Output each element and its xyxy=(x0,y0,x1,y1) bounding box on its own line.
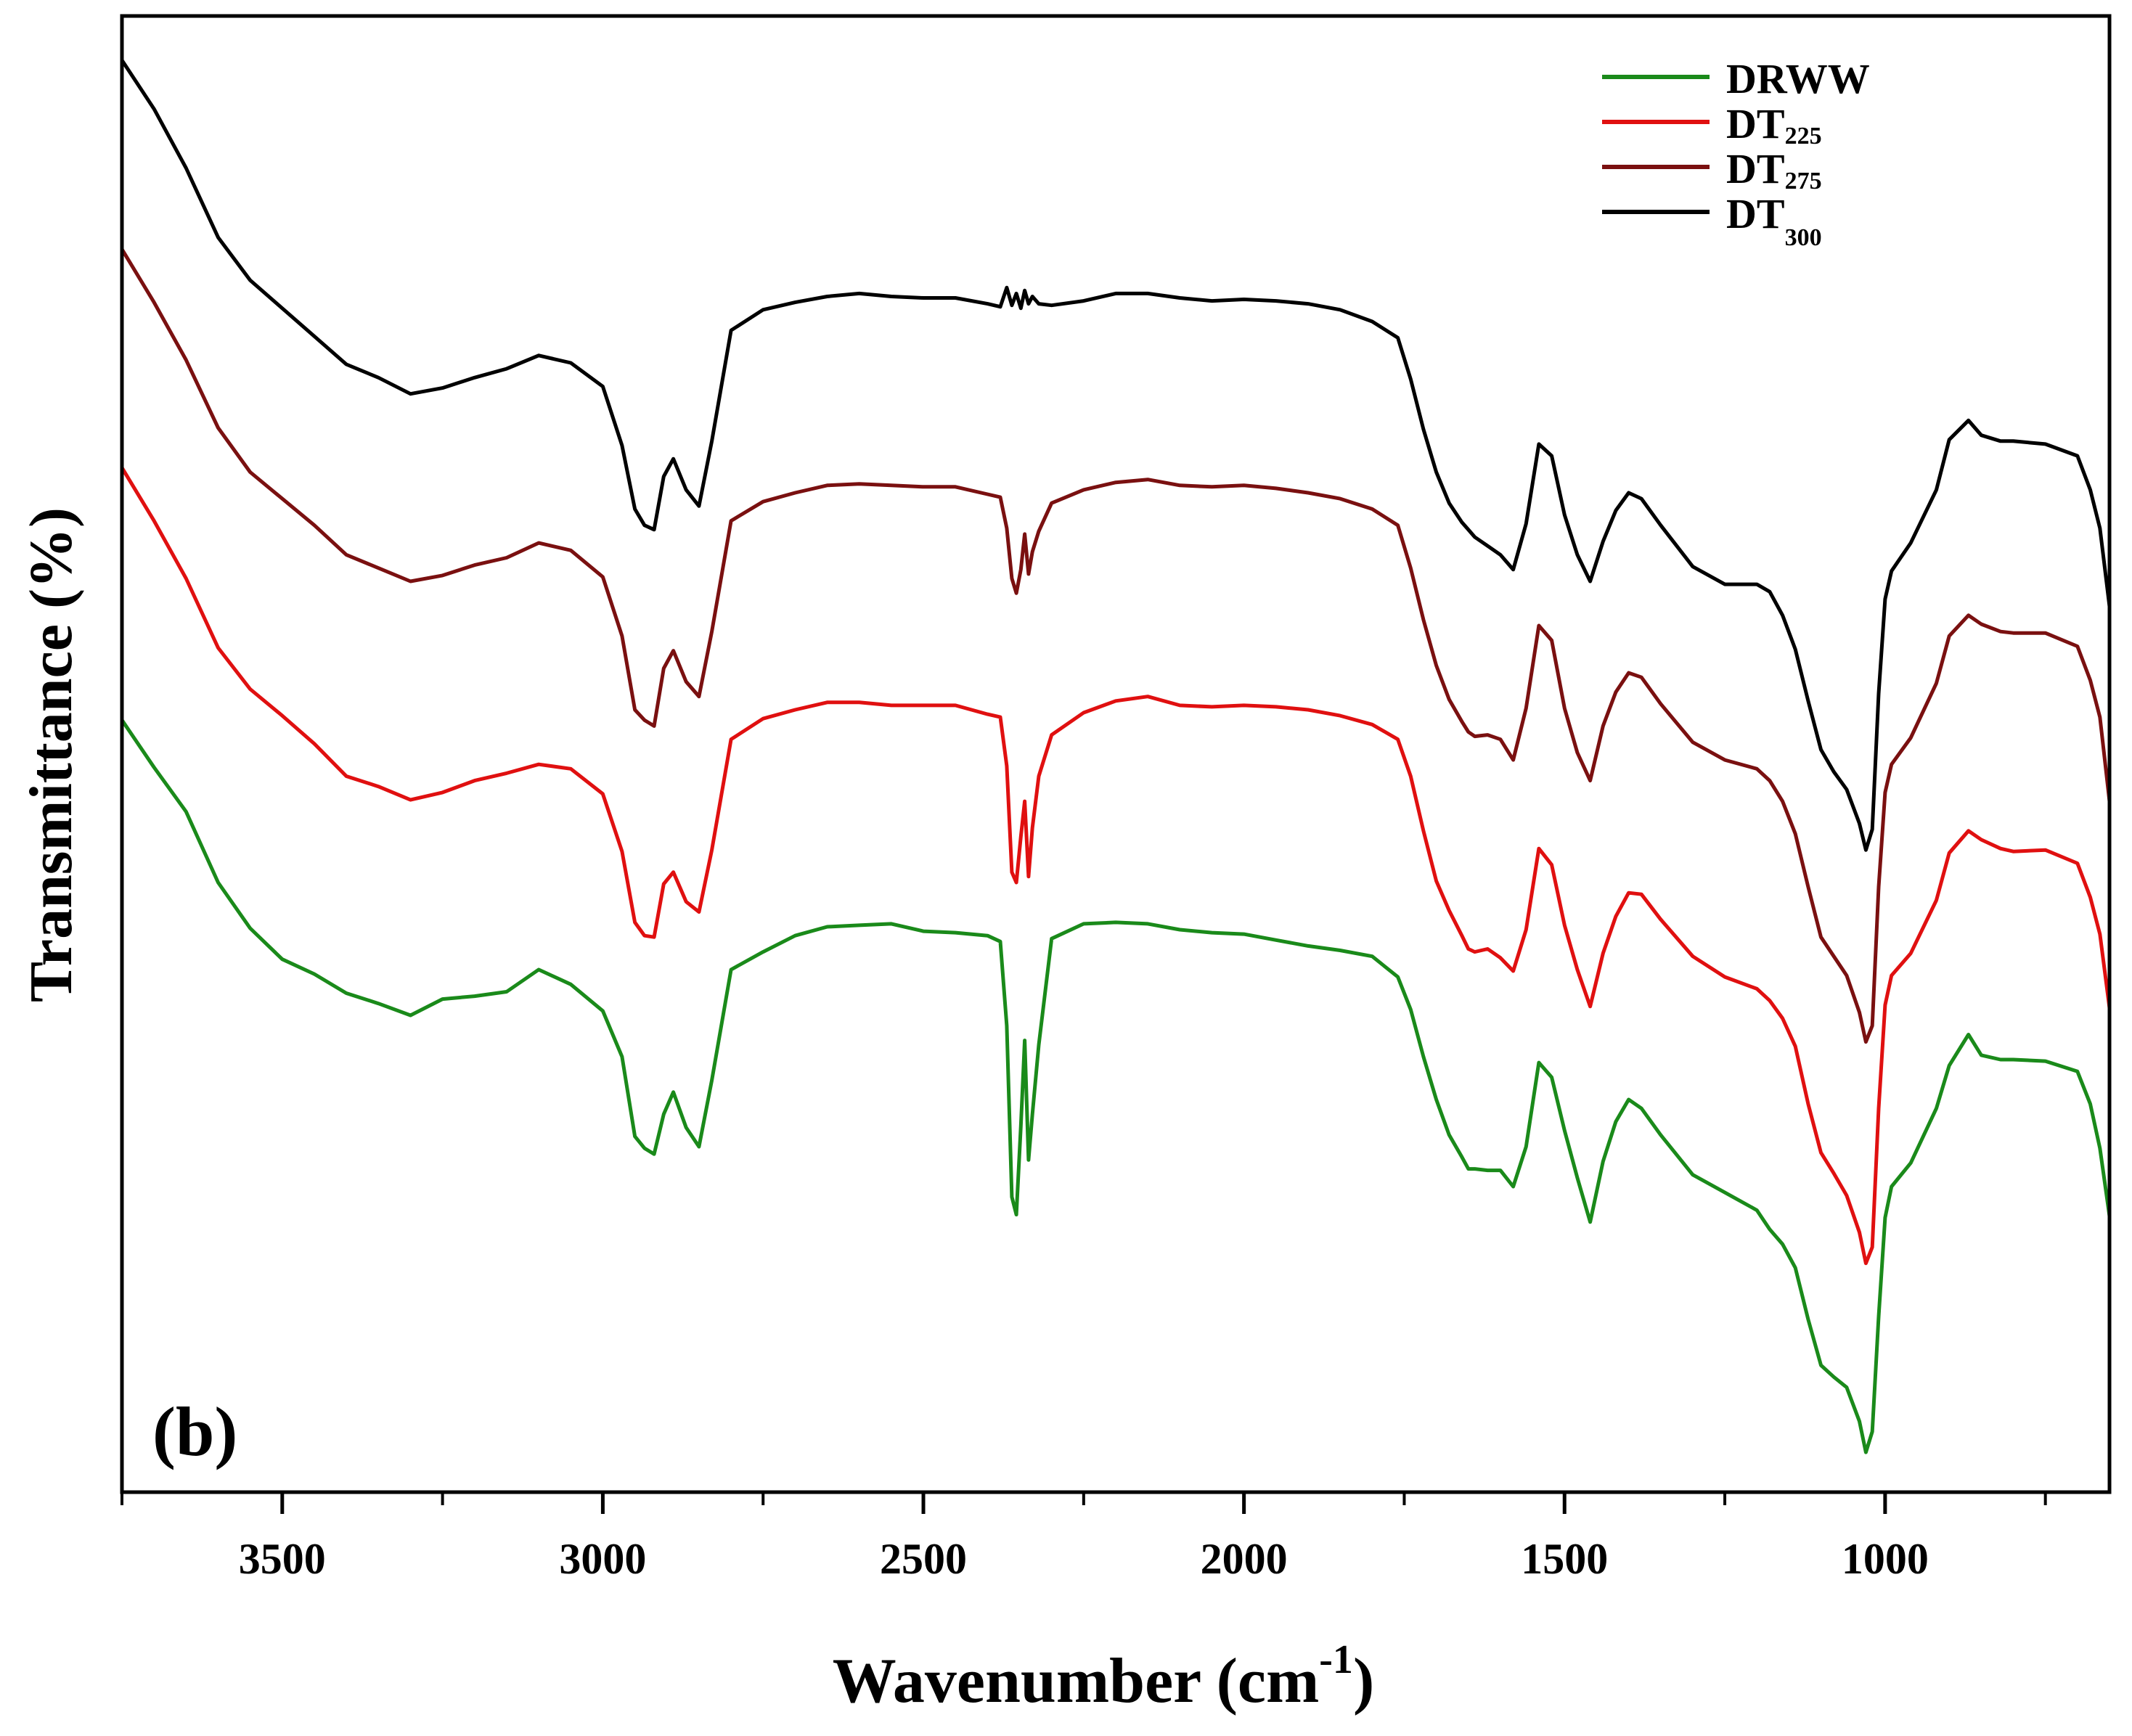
series-line-dt300 xyxy=(120,58,2112,852)
x-axis-label: Wavenumber (cm-1) xyxy=(833,1637,1375,1716)
y-axis-label: Transmittance (%) xyxy=(17,507,85,1002)
x-tick-label-2500: 2500 xyxy=(880,1535,967,1583)
legend-label-dt300: DT300 xyxy=(1726,190,1822,251)
plot-frame xyxy=(120,14,2112,1494)
panel-label: (b) xyxy=(152,1393,237,1470)
series-layer xyxy=(120,58,2112,1454)
x-axis-label-sup: -1 xyxy=(1319,1637,1353,1682)
x-axis-label-main: Wavenumber (cm xyxy=(833,1646,1320,1716)
x-axis: 3500 3000 2500 2000 1500 1000 xyxy=(121,1492,2047,1583)
legend-label-drww: DRWW xyxy=(1726,55,1870,102)
series-line-dt225 xyxy=(120,465,2112,1266)
series-line-drww xyxy=(120,718,2112,1454)
x-tick-label-1500: 1500 xyxy=(1521,1535,1608,1583)
legend-label-dt225: DT225 xyxy=(1726,100,1822,150)
x-tick-label-2000: 2000 xyxy=(1201,1535,1288,1583)
x-tick-label-3500: 3500 xyxy=(239,1535,326,1583)
series-line-dt275 xyxy=(120,247,2112,1044)
x-tick-label-1000: 1000 xyxy=(1842,1535,1929,1583)
x-tick-label-3000: 3000 xyxy=(559,1535,646,1583)
x-axis-label-close: ) xyxy=(1353,1646,1374,1716)
legend-label-dt275: DT275 xyxy=(1726,145,1822,195)
